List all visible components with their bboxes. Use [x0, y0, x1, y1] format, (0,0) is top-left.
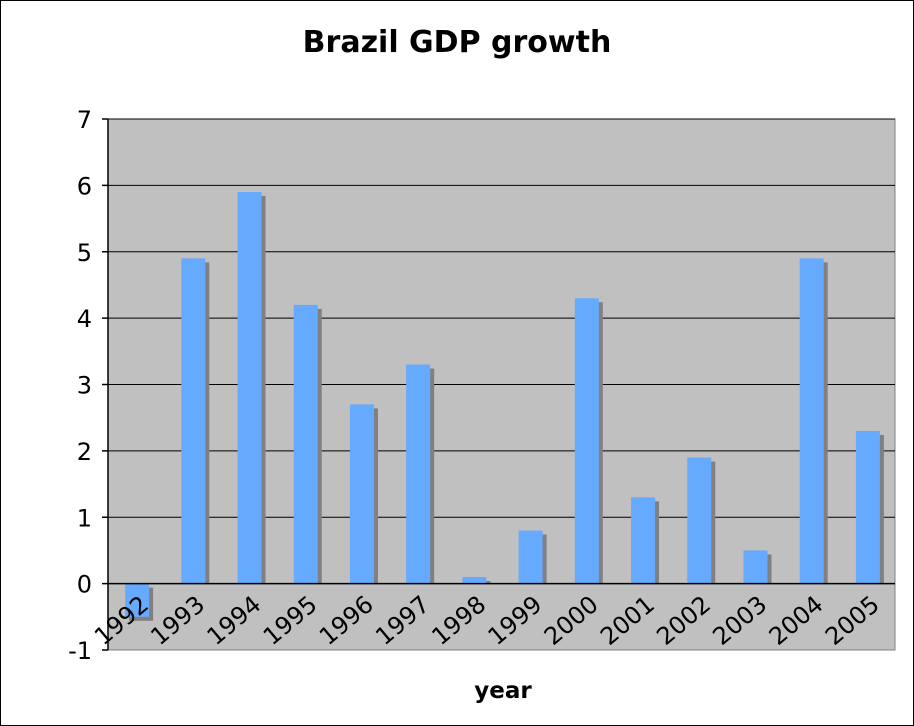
bars: [125, 192, 884, 621]
y-tick-label: 1: [77, 504, 92, 532]
bar-1998: [462, 576, 487, 584]
x-axis-label: year: [474, 678, 532, 704]
bar-2005: [855, 430, 880, 584]
bar-1996: [349, 404, 374, 584]
y-tick-label: 3: [77, 372, 92, 400]
y-tick-label: 7: [77, 106, 92, 134]
bar-1999: [518, 530, 543, 584]
y-tick-label: 4: [77, 305, 92, 333]
bar-2004: [799, 258, 824, 584]
bar-2000: [574, 298, 599, 584]
y-tick-label: 6: [77, 172, 92, 200]
bar-1997: [406, 364, 431, 584]
y-tick-label: 0: [77, 571, 92, 599]
bar-2002: [687, 457, 712, 584]
y-tick-labels: -1 0 1 2 3 4 5 6 7: [68, 106, 108, 665]
bar-1995: [293, 304, 318, 584]
bar-2003: [743, 550, 768, 584]
bar-1993: [181, 258, 206, 584]
bar-1994: [237, 192, 262, 584]
bar-1992: [125, 583, 150, 617]
y-tick-label: 5: [77, 239, 92, 267]
y-tick-label: -1: [68, 637, 92, 665]
y-tick-label: 2: [77, 438, 92, 466]
bar-2001: [631, 497, 656, 584]
chart-title: Brazil GDP growth: [303, 25, 612, 60]
